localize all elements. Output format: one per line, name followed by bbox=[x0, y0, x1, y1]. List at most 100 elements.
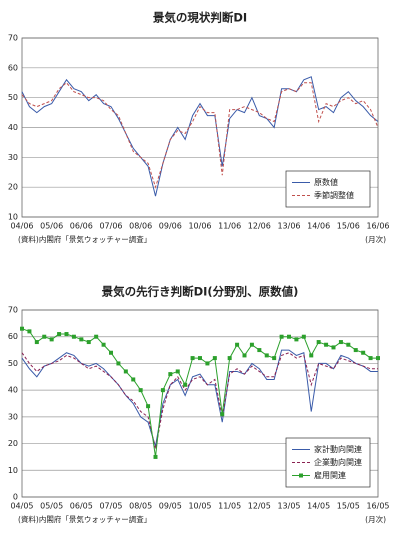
marker bbox=[301, 334, 306, 339]
y-tick-label: 50 bbox=[8, 93, 18, 102]
marker bbox=[235, 342, 240, 347]
marker bbox=[57, 332, 62, 337]
y-tick-label: 20 bbox=[8, 439, 18, 448]
marker bbox=[346, 342, 351, 347]
legend-label: 原数値 bbox=[314, 177, 338, 187]
x-tick-label: 11/05 bbox=[218, 502, 241, 511]
source-note: (資料)内閣府「景気ウォッチャー調査」 bbox=[18, 514, 151, 524]
legend-label: 家計動向関連 bbox=[314, 444, 362, 454]
marker bbox=[294, 337, 299, 342]
marker bbox=[205, 361, 210, 366]
x-tick-label: 05/06 bbox=[40, 222, 63, 231]
marker bbox=[160, 388, 165, 393]
source-note: (資料)内閣府「景気ウォッチャー調査」 bbox=[18, 234, 151, 244]
marker bbox=[20, 326, 24, 331]
marker bbox=[227, 356, 232, 361]
marker bbox=[64, 332, 69, 337]
x-tick-label: 13/05 bbox=[277, 502, 300, 511]
x-tick-label: 16/06 bbox=[366, 222, 389, 231]
x-tick-label: 05/05 bbox=[40, 502, 63, 511]
x-tick-label: 09/06 bbox=[159, 222, 182, 231]
marker bbox=[316, 340, 321, 345]
x-tick-label: 09/05 bbox=[159, 502, 182, 511]
marker bbox=[123, 369, 128, 374]
x-tick-label: 08/05 bbox=[129, 502, 152, 511]
y-tick-label: 10 bbox=[8, 213, 18, 222]
x-tick-label: 10/05 bbox=[188, 502, 211, 511]
marker bbox=[71, 334, 76, 339]
y-tick-label: 20 bbox=[8, 183, 18, 192]
marker bbox=[220, 412, 225, 417]
unit-note: (月次) bbox=[365, 514, 386, 524]
unit-note: (月次) bbox=[365, 234, 386, 244]
legend-marker bbox=[299, 473, 303, 478]
y-tick-label: 0 bbox=[13, 493, 18, 502]
x-tick-label: 07/06 bbox=[99, 222, 122, 231]
marker bbox=[353, 348, 358, 353]
marker bbox=[94, 334, 99, 339]
marker bbox=[116, 361, 121, 366]
marker bbox=[138, 388, 143, 393]
y-tick-label: 40 bbox=[8, 386, 18, 395]
marker bbox=[198, 356, 202, 361]
y-tick-label: 30 bbox=[8, 153, 18, 162]
marker bbox=[27, 329, 32, 334]
x-tick-label: 15/05 bbox=[337, 502, 360, 511]
marker bbox=[279, 334, 284, 339]
marker bbox=[101, 342, 106, 347]
y-tick-label: 50 bbox=[8, 359, 18, 368]
marker bbox=[183, 382, 188, 387]
y-tick-label: 40 bbox=[8, 123, 18, 132]
x-tick-label: 12/06 bbox=[248, 222, 271, 231]
legend-label: 雇用関連 bbox=[314, 470, 346, 480]
x-tick-label: 14/06 bbox=[307, 222, 330, 231]
plot-frame bbox=[21, 309, 379, 498]
marker bbox=[376, 356, 380, 361]
marker bbox=[146, 404, 151, 409]
marker bbox=[309, 353, 314, 358]
series-line bbox=[21, 76, 379, 197]
x-tick-label: 11/06 bbox=[218, 222, 241, 231]
marker bbox=[272, 356, 277, 361]
x-tick-label: 16/05 bbox=[366, 502, 389, 511]
y-tick-label: 70 bbox=[8, 34, 18, 43]
y-tick-label: 60 bbox=[8, 63, 18, 72]
marker bbox=[49, 337, 54, 342]
series-line bbox=[21, 349, 378, 447]
marker bbox=[175, 369, 180, 374]
x-tick-label: 04/06 bbox=[10, 222, 33, 231]
marker bbox=[42, 334, 47, 339]
marker bbox=[79, 337, 84, 342]
x-tick-label: 07/05 bbox=[99, 502, 122, 511]
marker bbox=[212, 356, 217, 361]
x-tick-label: 15/06 bbox=[337, 222, 360, 231]
marker bbox=[86, 340, 91, 345]
marker bbox=[368, 356, 373, 361]
marker bbox=[324, 342, 329, 347]
series-line bbox=[21, 82, 379, 189]
x-tick-label: 13/06 bbox=[277, 222, 300, 231]
x-tick-label: 04/05 bbox=[10, 502, 33, 511]
marker bbox=[361, 350, 366, 355]
y-tick-label: 60 bbox=[8, 332, 18, 341]
x-tick-label: 12/05 bbox=[248, 502, 271, 511]
x-tick-label: 06/05 bbox=[70, 502, 93, 511]
y-tick-label: 30 bbox=[8, 412, 18, 421]
marker bbox=[34, 340, 39, 345]
marker bbox=[257, 348, 262, 353]
marker bbox=[264, 353, 269, 358]
marker bbox=[287, 334, 291, 339]
x-tick-label: 06/06 bbox=[70, 222, 93, 231]
legend-box bbox=[285, 170, 371, 208]
marker bbox=[242, 353, 247, 358]
x-tick-label: 10/06 bbox=[188, 222, 211, 231]
x-tick-label: 08/06 bbox=[129, 222, 152, 231]
y-tick-label: 70 bbox=[8, 306, 18, 315]
marker bbox=[168, 372, 173, 377]
marker bbox=[249, 342, 254, 347]
marker bbox=[131, 377, 136, 382]
marker bbox=[338, 340, 343, 345]
marker bbox=[190, 356, 195, 361]
